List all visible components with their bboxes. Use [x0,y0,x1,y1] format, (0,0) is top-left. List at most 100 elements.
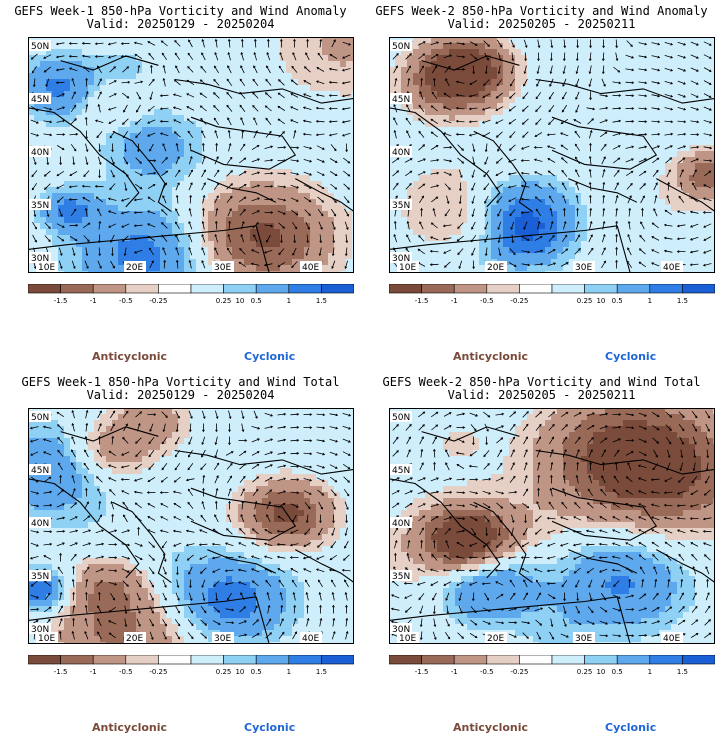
colorbar-swatch [321,655,354,665]
lat-tick-bg [390,93,412,104]
cyclonic-label: Cyclonic [244,721,296,734]
colorbar-swatch [389,284,422,294]
lat-tick-label: 50N [392,413,410,423]
colorbar-swatch [649,655,683,665]
lon-tick-label: 10E [38,634,55,644]
lon-tick-bg [36,261,58,272]
colorbar-swatch [158,655,192,665]
colorbar-label: 1 [648,297,652,305]
lat-tick-bg [390,199,412,210]
colorbar-label: 1.5 [677,668,688,676]
colorbar-swatch [190,284,224,294]
map-frame [389,37,715,273]
lon-tick-label: 10E [399,263,416,273]
lat-tick-bg [29,146,51,157]
lon-tick-bg [661,261,683,272]
lon-tick-bg [485,261,507,272]
panel-week2-total: GEFS Week-2 850-hPa Vorticity and Wind T… [361,371,722,742]
colorbar-swatch [519,655,553,665]
lat-tick-label: 35N [31,572,49,582]
colorbar: -1.5 -1 -0.5 -0.25 0.25 0.5 1 1.5 10 [28,655,354,676]
colorbar-swatch [28,284,61,294]
vorticity-map: 10E 20E 30E 40E 50N 45N 40N 35N 30N [28,408,354,644]
lon-tick-bg [212,632,234,643]
colorbar-swatch [92,655,127,665]
lat-tick-bg [29,40,51,51]
cyclonic-label: Cyclonic [605,350,657,363]
colorbar-multiplier: 10 [235,668,244,676]
lat-tick-bg [29,252,51,263]
colorbar-swatch [616,655,651,665]
map-frame [28,37,354,273]
colorbar-multiplier: 10 [596,297,605,305]
colorbar-swatch [486,284,520,294]
colorbar-label: 0.5 [251,297,262,305]
colorbar-swatch [421,284,455,294]
vorticity-map: 10E 20E 30E 40E 50N 45N 40N 35N 30N [28,37,354,273]
lon-tick-label: 40E [302,263,319,273]
colorbar-label: -0.5 [480,297,494,305]
lat-tick-label: 40N [392,148,410,158]
lon-tick-label: 20E [126,634,143,644]
colorbar-swatch [453,655,488,665]
lon-tick-bg [485,632,507,643]
lat-tick-label: 35N [31,201,49,211]
lon-tick-label: 10E [399,634,416,644]
colorbar-swatch [453,284,488,294]
panel-valid-dates: Valid: 20250129 - 20250204 [86,388,275,402]
wind-vectors [29,409,352,641]
lon-tick-bg [212,261,234,272]
lat-tick-bg [390,623,412,634]
colorbar-multiplier: 10 [596,668,605,676]
colorbar-label: -1.5 [54,297,68,305]
colorbar-label: -1 [90,668,97,676]
colorbar-swatch [223,284,257,294]
colorbar-swatch [616,284,651,294]
lat-tick-label: 40N [31,148,49,158]
colorbar-label: 1.5 [316,668,327,676]
colorbar-swatch [158,284,192,294]
lon-tick-bg [661,632,683,643]
lat-tick-label: 35N [392,572,410,582]
lat-tick-bg [390,40,412,51]
panel-title: GEFS Week-2 850-hPa Vorticity and Wind A… [375,4,708,18]
colorbar: -1.5 -1 -0.5 -0.25 0.25 0.5 1 1.5 10 [389,655,715,676]
vorticity-field [389,408,715,644]
colorbar-swatch [92,284,127,294]
colorbar-swatch [288,655,322,665]
panel-valid-dates: Valid: 20250205 - 20250211 [447,17,636,31]
colorbar-label: -0.25 [149,668,167,676]
lon-tick-bg [124,261,146,272]
colorbar-label: 1.5 [316,297,327,305]
colorbar-label: -1 [90,297,97,305]
anticyclonic-label: Anticyclonic [453,721,529,734]
colorbar-swatch [288,284,322,294]
lat-tick-bg [29,517,51,528]
map-frame [389,408,715,644]
panel-title: GEFS Week-1 850-hPa Vorticity and Wind A… [14,4,347,18]
colorbar-label: 0.25 [216,668,232,676]
lat-tick-label: 45N [392,466,410,476]
colorbar-label: -0.5 [480,668,494,676]
colorbar-swatch [584,655,618,665]
colorbar-label: 1 [287,668,291,676]
lon-tick-label: 30E [575,634,592,644]
vorticity-field [28,408,354,644]
panel-title: GEFS Week-1 850-hPa Vorticity and Wind T… [21,375,340,389]
lon-tick-bg [300,261,322,272]
panel-week1-total: GEFS Week-1 850-hPa Vorticity and Wind T… [0,371,361,742]
colorbar-label: -0.25 [510,297,528,305]
lat-tick-label: 30N [392,254,410,264]
lat-tick-label: 50N [31,413,49,423]
lon-tick-label: 40E [302,634,319,644]
lon-tick-bg [124,632,146,643]
lat-tick-bg [29,411,51,422]
colorbar-swatch [223,655,257,665]
colorbar-label: 1 [648,668,652,676]
colorbar-label: 1.5 [677,297,688,305]
lon-tick-label: 30E [214,634,231,644]
lat-tick-bg [29,199,51,210]
colorbar-multiplier: 10 [235,297,244,305]
colorbar-swatch [255,655,290,665]
colorbar-swatch [421,655,455,665]
